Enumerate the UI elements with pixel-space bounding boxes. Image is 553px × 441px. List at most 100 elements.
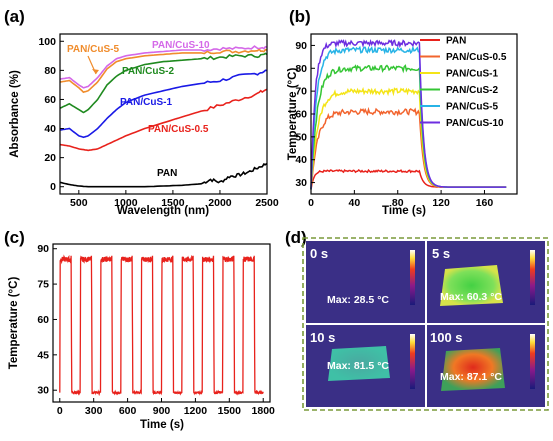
- panel-b-xlabel: Time (s): [382, 205, 426, 217]
- panel-a: (a) 500 1000 1500 2000 2500 0 20 40 60 80 100 Wave…: [4, 7, 279, 217]
- x-tick-label: 120: [432, 197, 450, 209]
- panel-c-ticks: 0 300 600 900 1200 1500 1800 30 45 60 75 90: [37, 243, 275, 417]
- panel-c-ylabel: Temperature (°C): [8, 277, 20, 370]
- panel-a-series: [59, 45, 268, 188]
- panel-b-legend: PAN PAN/CuS-0.5 PAN/CuS-1 PAN/CuS-2 PAN/CuS-…: [420, 36, 507, 129]
- panel-d: (d) 0 s Max: 28.5 °C 5 s Max: 60.3 °C 10…: [285, 228, 549, 411]
- x-tick-label: 40: [349, 197, 361, 209]
- annotation-pan-cus-0-5: PAN/CuS-0.5: [148, 124, 209, 135]
- annotation-pan: PAN: [157, 168, 177, 179]
- tile-max-label: Max: 28.5 °C: [327, 294, 389, 306]
- series-line-cycling: [59, 254, 264, 397]
- y-tick-label: 75: [37, 279, 49, 291]
- thermal-tile-100s: 100 s Max: 87.1 °C: [427, 325, 545, 407]
- panel-b-ticks: 0 40 80 120 160 30 40 50 60 70 80 90: [295, 40, 493, 209]
- legend-label-pan-cus-5: PAN/CuS-5: [446, 102, 498, 113]
- panel-a-xlabel: Wavelength (nm): [117, 205, 209, 217]
- legend-label-pan-cus-1: PAN/CuS-1: [446, 69, 498, 80]
- panel-c: (c) 0 300 600 900 1200 1500 1800 30 45 60 75 90 Tim…: [4, 228, 275, 431]
- annotation-pan-cus-10: PAN/CuS-10: [152, 40, 210, 51]
- y-tick-label: 0: [50, 181, 56, 193]
- legend-label-pan: PAN: [446, 36, 466, 47]
- x-tick-label: 1500: [218, 405, 242, 417]
- series-line-pan-cus-0-5: [59, 88, 268, 152]
- y-tick-label: 70: [295, 86, 307, 98]
- legend-label-pan-cus-10: PAN/CuS-10: [446, 118, 504, 129]
- legend-label-pan-cus-2: PAN/CuS-2: [446, 85, 498, 96]
- tile-time-label: 100 s: [430, 330, 463, 345]
- colorbar: [410, 250, 415, 305]
- panel-d-label: (d): [285, 228, 307, 247]
- tile-max-label: Max: 81.5 °C: [327, 360, 389, 372]
- x-tick-label: 0: [57, 405, 63, 417]
- hot-region: [441, 348, 505, 391]
- y-tick-label: 80: [44, 65, 56, 77]
- x-tick-label: 600: [119, 405, 137, 417]
- annotation-arrowhead: [92, 69, 99, 74]
- panel-b-ylabel: Temperature (°C): [287, 68, 299, 161]
- x-tick-label: 1200: [184, 405, 208, 417]
- panel-c-label: (c): [4, 228, 25, 247]
- annotation-pan-cus-1: PAN/CuS-1: [120, 97, 172, 108]
- panel-a-frame: [59, 33, 268, 195]
- y-tick-label: 40: [295, 154, 307, 166]
- thermal-tile-0s: 0 s Max: 28.5 °C: [306, 241, 425, 323]
- y-tick-label: 30: [295, 177, 307, 189]
- thermal-image-0s: [306, 241, 425, 323]
- x-tick-label: 500: [70, 197, 88, 209]
- panel-b-series: [310, 38, 507, 190]
- x-tick-label: 1800: [252, 405, 276, 417]
- x-tick-label: 2000: [208, 197, 232, 209]
- tile-max-label: Max: 87.1 °C: [440, 371, 502, 383]
- x-tick-label: 160: [476, 197, 494, 209]
- x-tick-label: 300: [85, 405, 103, 417]
- y-tick-label: 60: [44, 94, 56, 106]
- panel-a-ticks: 500 1000 1500 2000 2500 0 20 40 60 80 100: [38, 36, 278, 209]
- colorbar: [530, 250, 535, 305]
- colorbar: [410, 334, 415, 389]
- tile-time-label: 0 s: [310, 246, 328, 261]
- y-tick-label: 50: [295, 131, 307, 143]
- y-tick-label: 80: [295, 63, 307, 75]
- series-line-pan-cus-1: [59, 69, 268, 139]
- tile-time-label: 10 s: [310, 330, 335, 345]
- series-line-pan-cus-10: [59, 45, 268, 89]
- series-line-pan-cus-10: [310, 38, 507, 190]
- x-tick-label: 80: [392, 197, 404, 209]
- hot-region: [440, 265, 503, 306]
- y-tick-label: 90: [37, 243, 49, 255]
- x-tick-label: 1500: [161, 197, 185, 209]
- tile-time-label: 5 s: [432, 246, 450, 261]
- x-tick-label: 0: [308, 197, 314, 209]
- y-tick-label: 100: [38, 36, 56, 48]
- series-line-pan: [59, 162, 268, 188]
- series-line-pan-cus-2: [59, 52, 268, 114]
- annotation-pan-cus-2: PAN/CuS-2: [122, 66, 174, 77]
- y-tick-label: 60: [37, 314, 49, 326]
- panel-b: (b) 0 40 80 120 160 30 40 50 60 70 80 90 Time (s) T…: [287, 7, 518, 217]
- tile-max-label: Max: 60.3 °C: [440, 291, 502, 303]
- legend-label-pan-cus-0-5: PAN/CuS-0.5: [446, 52, 507, 63]
- x-tick-label: 900: [153, 405, 171, 417]
- x-tick-label: 2500: [255, 197, 279, 209]
- colorbar: [530, 334, 535, 389]
- series-line-pan-cus-5: [59, 47, 268, 94]
- thermal-tile-10s: 10 s Max: 81.5 °C: [306, 325, 425, 407]
- y-tick-label: 30: [37, 385, 49, 397]
- panel-a-label: (a): [4, 7, 25, 26]
- hot-region: [328, 346, 390, 381]
- x-tick-label: 1000: [114, 197, 138, 209]
- panel-d-border: [302, 237, 549, 411]
- panel-a-ylabel: Absorbance (%): [9, 70, 21, 158]
- panel-b-label: (b): [289, 7, 311, 26]
- y-tick-label: 40: [44, 123, 56, 135]
- panel-c-xlabel: Time (s): [140, 419, 184, 431]
- y-tick-label: 60: [295, 109, 307, 121]
- y-tick-label: 45: [37, 349, 49, 361]
- annotation-pan-cus-5: PAN/CuS-5: [67, 44, 119, 55]
- panel-c-series: [59, 254, 264, 397]
- thermal-tile-5s: 5 s Max: 60.3 °C: [427, 241, 545, 323]
- y-tick-label: 90: [295, 40, 307, 52]
- y-tick-label: 20: [44, 152, 56, 164]
